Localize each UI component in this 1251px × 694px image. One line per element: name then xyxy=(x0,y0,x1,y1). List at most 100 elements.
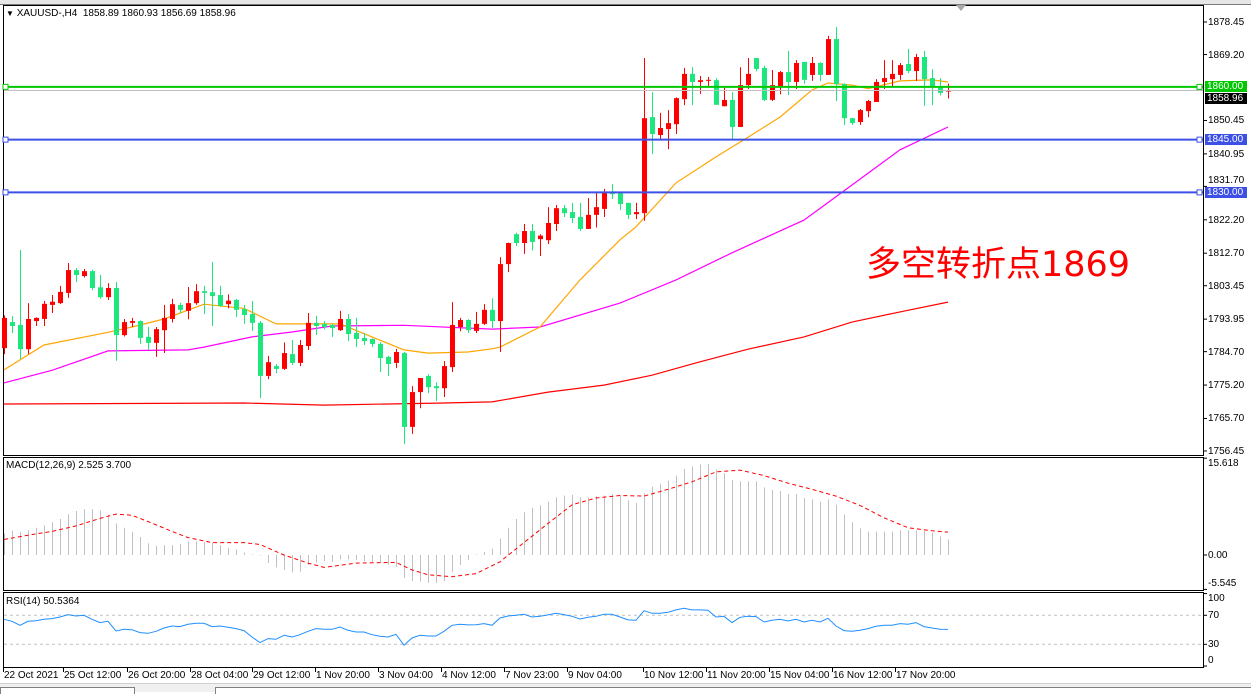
candle xyxy=(258,321,263,399)
candle xyxy=(514,232,519,247)
candle-body xyxy=(98,287,103,298)
candle xyxy=(658,112,663,140)
candle xyxy=(362,333,367,345)
candle-body xyxy=(642,118,647,214)
candle xyxy=(170,298,175,323)
candle xyxy=(906,48,911,74)
time-axis-label: 25 Oct 12:00 xyxy=(64,670,122,681)
candle xyxy=(402,352,407,445)
candle-body xyxy=(594,207,599,215)
candle xyxy=(730,92,735,139)
time-axis-label: 29 Oct 12:00 xyxy=(253,670,311,681)
time-axis-label: 22 Oct 2021 xyxy=(4,670,59,681)
candle-body xyxy=(842,84,847,119)
candle-body xyxy=(722,99,727,107)
candle-body xyxy=(922,56,927,80)
candle-body xyxy=(810,62,815,75)
collapse-arrow-icon[interactable]: ▼ xyxy=(6,9,14,18)
candle xyxy=(842,83,847,125)
candle xyxy=(850,117,855,125)
candle xyxy=(834,27,839,101)
level-price-label[interactable]: 1830.00 xyxy=(1205,186,1247,198)
candle-body xyxy=(522,231,527,244)
candle xyxy=(274,363,279,374)
candle-body xyxy=(106,288,111,298)
candle-body xyxy=(18,324,23,350)
horizontal-levels[interactable] xyxy=(2,83,1203,196)
candle-body xyxy=(370,338,375,344)
candle-body xyxy=(34,317,39,322)
candle-body xyxy=(530,231,535,242)
symbol-header: ▼ XAUUSD-,H4 1858.89 1860.93 1856.69 185… xyxy=(6,8,236,19)
candle xyxy=(618,191,623,210)
candle-body xyxy=(362,337,367,342)
ma-mid-line xyxy=(3,126,949,384)
chart-shift-marker-icon[interactable] xyxy=(956,5,966,11)
candle xyxy=(890,60,895,87)
macd-axis-min: -5.545 xyxy=(1208,578,1237,589)
candle-body xyxy=(426,375,431,388)
time-axis-label: 3 Nov 04:00 xyxy=(379,670,433,681)
candle xyxy=(162,304,167,354)
candle-body xyxy=(914,56,919,72)
candle-body xyxy=(770,85,775,100)
price-axis-label: 1831.70 xyxy=(1208,174,1245,186)
candle xyxy=(26,303,31,355)
candle-body xyxy=(418,378,423,393)
candle xyxy=(242,304,247,324)
candle xyxy=(898,62,903,80)
candle xyxy=(178,302,183,313)
candle-body xyxy=(610,193,615,195)
level-price-label[interactable]: 1845.00 xyxy=(1205,134,1247,146)
candle-body xyxy=(266,362,271,376)
candle xyxy=(338,310,343,331)
candle-body xyxy=(258,322,263,376)
candle-body xyxy=(250,314,255,323)
candle-body xyxy=(410,392,415,427)
candle-body xyxy=(930,78,935,87)
rsi-axis-30: 30 xyxy=(1208,639,1220,650)
candle-body xyxy=(866,100,871,112)
time-axis-label: 15 Nov 04:00 xyxy=(770,670,830,681)
rsi-label: RSI(14) 50.5364 xyxy=(6,596,80,607)
candle-body xyxy=(890,73,895,80)
candle-body xyxy=(730,99,735,127)
candle xyxy=(498,257,503,353)
candle xyxy=(90,269,95,291)
candle-body xyxy=(658,128,663,136)
candle xyxy=(562,205,567,217)
candle xyxy=(770,70,775,101)
candle-body xyxy=(474,323,479,331)
candle-body xyxy=(394,352,399,363)
candle-body xyxy=(778,72,783,87)
candle xyxy=(714,78,719,105)
candle xyxy=(634,202,639,220)
level-handle-left xyxy=(2,83,9,90)
level-price-label[interactable]: 1860.00 xyxy=(1205,81,1247,93)
rsi-plot xyxy=(3,607,1203,647)
macd-label: MACD(12,26,9) 2.525 3.700 xyxy=(6,460,132,471)
candle xyxy=(58,285,63,305)
candle xyxy=(122,318,127,337)
annotation-text[interactable]: 多空转折点1869 xyxy=(866,245,1131,285)
candle-body xyxy=(234,299,239,310)
macd-panel[interactable] xyxy=(3,457,1204,591)
candle-body xyxy=(290,354,295,363)
candle xyxy=(546,207,551,245)
candle xyxy=(42,301,47,326)
candle-body xyxy=(834,39,839,85)
price-axis-label: 1822.20 xyxy=(1208,214,1245,226)
main-panel[interactable] xyxy=(3,5,1204,456)
candle-body xyxy=(450,324,455,368)
rsi-panel[interactable] xyxy=(3,592,1204,668)
candle-body xyxy=(706,79,711,81)
ma-slow-line xyxy=(3,301,949,406)
candle-body xyxy=(386,356,391,364)
candle-body xyxy=(402,353,407,427)
candle-body xyxy=(818,62,823,75)
rsi-axis-70: 70 xyxy=(1208,610,1220,621)
candle-body xyxy=(714,80,719,105)
candle-body xyxy=(650,117,655,135)
candle xyxy=(418,378,423,409)
